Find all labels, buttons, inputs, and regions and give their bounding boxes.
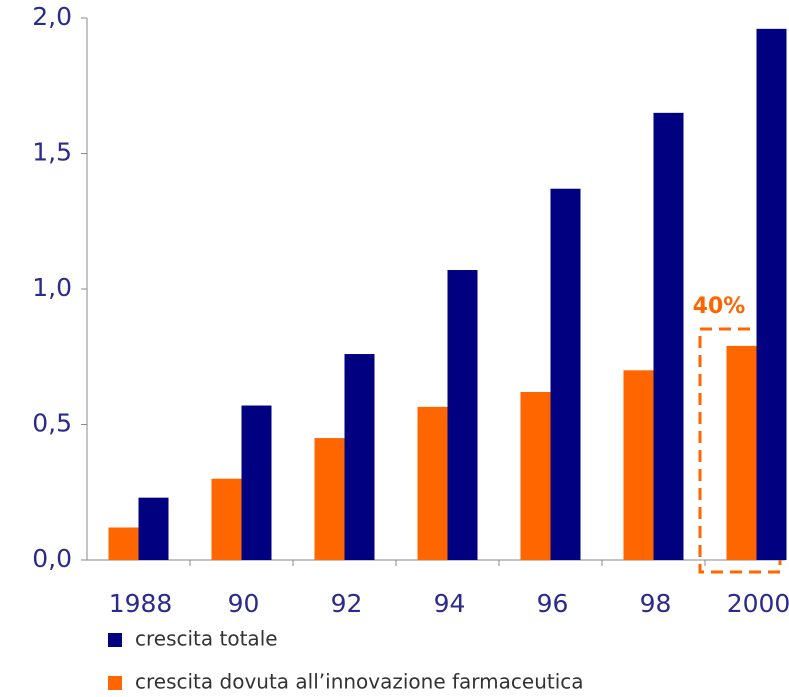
x-tick-label: 92 [331, 589, 363, 618]
legend-label: crescita dovuta all’innovazione farmaceu… [135, 670, 584, 694]
bar [314, 438, 345, 560]
bar [138, 497, 169, 560]
bar [211, 478, 242, 560]
y-tick-label: 0,0 [32, 544, 72, 573]
x-tick-label: 90 [228, 589, 260, 618]
bar [520, 391, 551, 560]
y-tick-label: 1,0 [32, 273, 72, 302]
bar [108, 527, 139, 560]
bar [417, 406, 448, 560]
x-tick-label: 96 [537, 589, 569, 618]
bar [241, 405, 272, 560]
x-tick-label: 94 [434, 589, 466, 618]
x-tick-label: 2000 [727, 589, 789, 618]
y-tick-label: 1,5 [32, 138, 72, 167]
bar [756, 28, 787, 560]
x-tick-label: 98 [640, 589, 672, 618]
bar [726, 345, 757, 560]
y-tick-label: 0,5 [32, 409, 72, 438]
bar [344, 354, 375, 560]
x-tick-label: 1988 [109, 589, 173, 618]
legend-label: crescita totale [135, 627, 278, 651]
bar [653, 112, 684, 560]
bar [550, 188, 581, 561]
bar [447, 270, 478, 560]
bar [623, 370, 654, 560]
y-tick-label: 2,0 [32, 2, 72, 31]
legend-swatch [108, 676, 122, 690]
annotation: 40% [693, 294, 746, 319]
legend-swatch [108, 633, 122, 647]
